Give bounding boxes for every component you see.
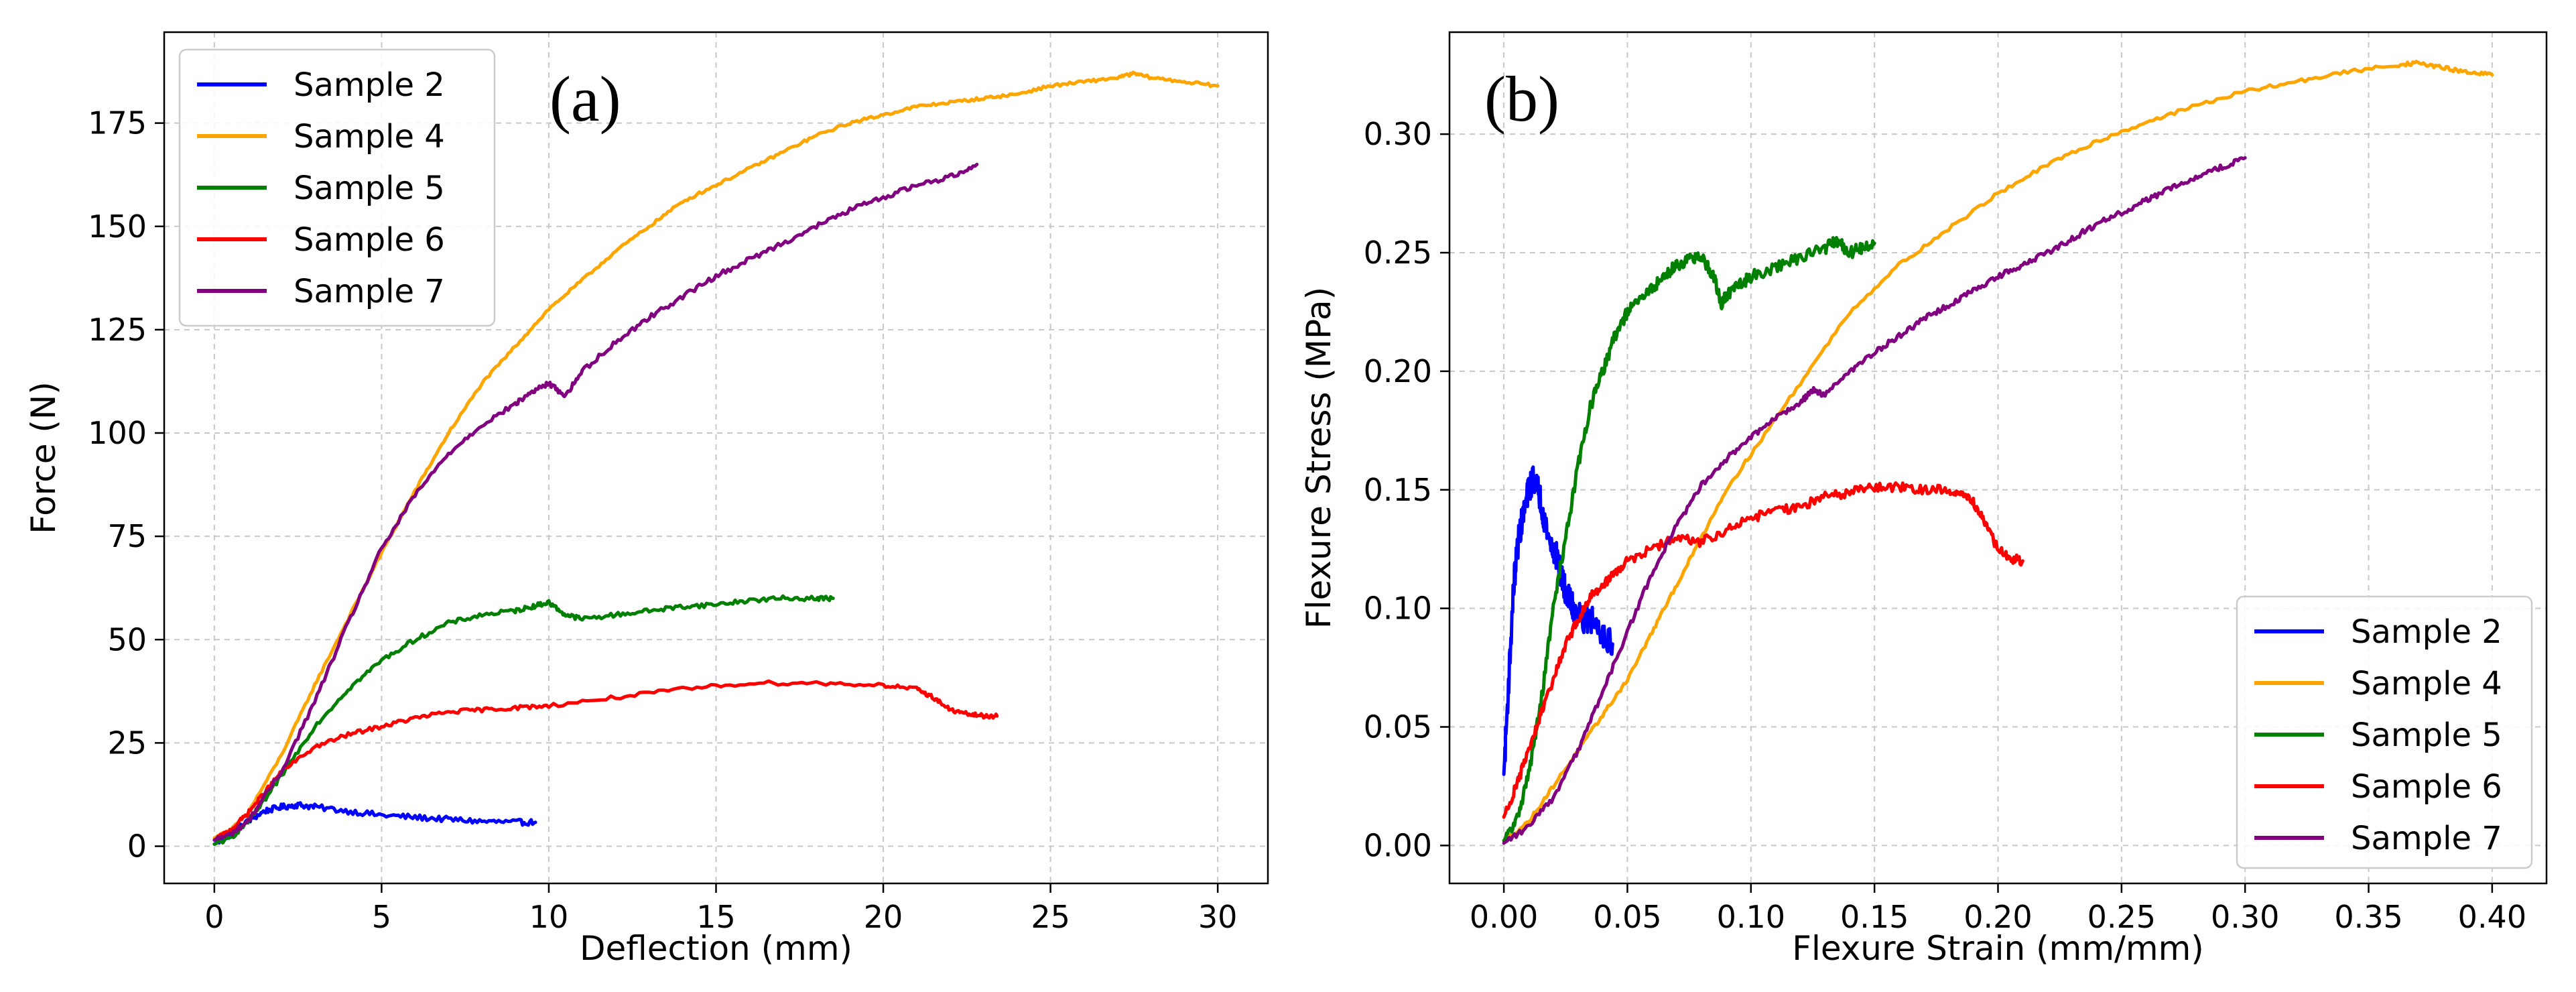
series-line-sample-2 — [1502, 465, 1614, 776]
legend-label: Sample 2 — [294, 66, 445, 104]
x-tick-label: 25 — [1031, 899, 1070, 935]
panel-tag: (a) — [550, 63, 621, 135]
legend-label: Sample 6 — [2351, 768, 2502, 806]
y-tick-label: 0.10 — [1364, 591, 1432, 627]
x-tick-label: 0.00 — [1470, 899, 1538, 935]
x-tick-label: 0.40 — [2458, 899, 2526, 935]
x-tick-label: 10 — [529, 899, 569, 935]
y-tick-label: 125 — [88, 312, 147, 348]
legend: Sample 2 Sample 4 Sample 5 Sample 6 Sample 7 — [2236, 595, 2533, 869]
series-line-sample-6 — [1502, 481, 2024, 819]
x-tick-label: 0 — [204, 899, 224, 935]
y-tick-label: 0.20 — [1364, 353, 1432, 389]
x-tick-label: 0.20 — [1963, 899, 2032, 935]
y-axis-label: Flexure Stress (MPa) — [1299, 287, 1338, 629]
y-tick-label: 0.00 — [1364, 827, 1432, 863]
legend-label: Sample 5 — [2351, 717, 2502, 754]
x-tick-label: 5 — [372, 899, 391, 935]
chart-panel-a: 0 5 10 15 20 25 30 0 25 50 75 100 125 150 175 Deflectio… — [24, 31, 1269, 968]
chart-panel-b: 0.00 0.05 0.10 0.15 0.20 0.25 0.30 0.35 0.40 0.00… — [1299, 31, 2548, 968]
x-tick-label: 0.35 — [2334, 899, 2402, 935]
y-tick-label: 50 — [107, 621, 147, 658]
y-tick-label: 25 — [107, 725, 147, 761]
x-tick-label: 0.05 — [1593, 899, 1661, 935]
legend: Sample 2 Sample 4 Sample 5 Sample 6 Sample 7 — [178, 48, 496, 327]
legend-label: Sample 5 — [294, 170, 445, 207]
series-line-sample-7 — [212, 162, 979, 842]
series-line-sample-4 — [1502, 60, 2494, 843]
panel-tag: (b) — [1484, 63, 1559, 135]
y-tick-label: 0.05 — [1364, 709, 1432, 745]
legend-box — [178, 48, 496, 327]
legend-label: Sample 4 — [2351, 665, 2502, 702]
x-axis-label: Deflection (mm) — [580, 929, 852, 968]
y-tick-label: 0.15 — [1364, 472, 1432, 508]
y-tick-label: 0 — [127, 828, 147, 865]
y-tick-label: 100 — [88, 415, 147, 451]
x-tick-label: 0.25 — [2087, 899, 2156, 935]
series-line-sample-7 — [1502, 156, 2247, 845]
x-tick-label: 0.30 — [2211, 899, 2279, 935]
y-tick-label: 175 — [88, 105, 147, 141]
legend-label: Sample 2 — [2351, 613, 2502, 651]
x-tick-label: 15 — [696, 899, 736, 935]
x-tick-label: 20 — [864, 899, 903, 935]
y-tick-label: 0.30 — [1364, 116, 1432, 152]
y-tick-label: 75 — [107, 518, 147, 554]
y-axis-label: Force (N) — [24, 381, 63, 534]
legend-label: Sample 6 — [294, 221, 445, 259]
legend-box — [2236, 595, 2533, 869]
legend-label: Sample 7 — [294, 273, 445, 310]
legend-label: Sample 4 — [294, 118, 445, 156]
x-tick-label: 0.10 — [1717, 899, 1785, 935]
y-tick-label: 150 — [88, 208, 147, 245]
series-line-sample-5 — [1502, 236, 1876, 843]
x-axis-label: Flexure Strain (mm/mm) — [1792, 929, 2204, 968]
x-tick-label: 0.15 — [1840, 899, 1909, 935]
x-tick-label: 30 — [1198, 899, 1238, 935]
series-line-sample-2 — [212, 801, 537, 846]
y-tick-label: 0.25 — [1364, 235, 1432, 271]
legend-label: Sample 7 — [2351, 820, 2502, 857]
series-line-sample-6 — [212, 679, 999, 842]
